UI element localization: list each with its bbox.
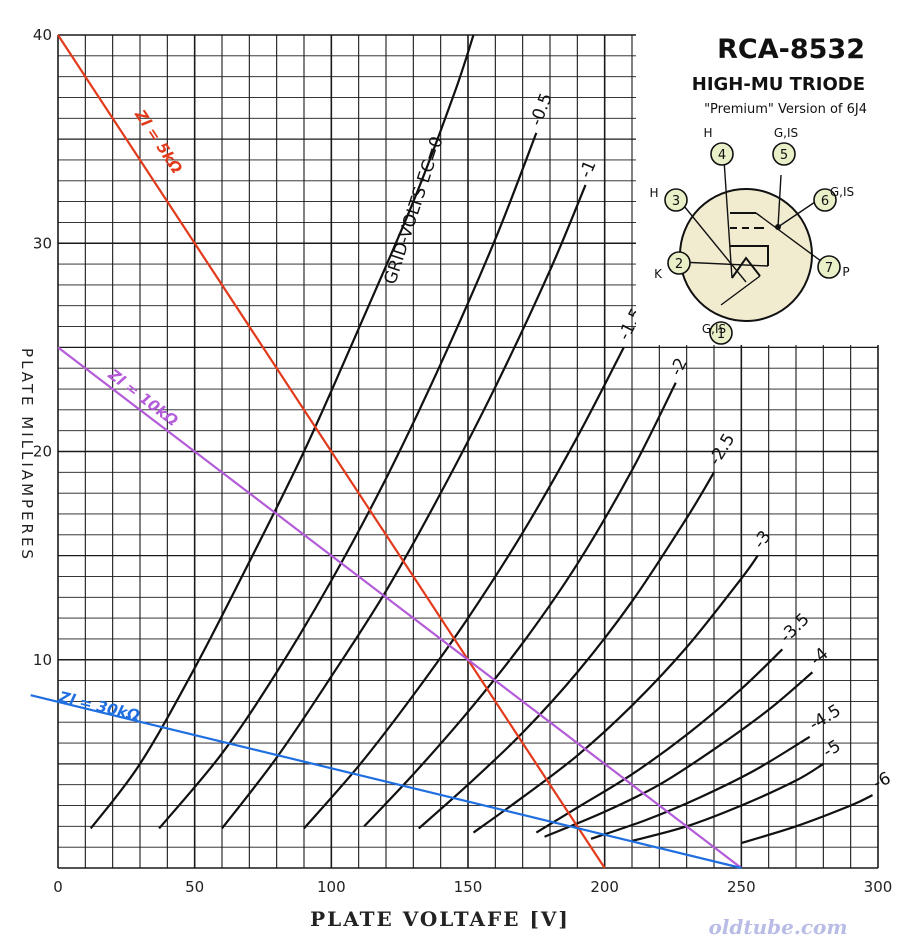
y-axis-label: PLATE MILLIAMPERES	[18, 348, 36, 562]
x-tick-label: 200	[590, 878, 619, 896]
x-axis-label: PLATE VOLTAFE [V]	[310, 907, 570, 931]
y-tick-label: 30	[33, 234, 52, 252]
curve-line	[631, 762, 824, 842]
pin-circle	[709, 321, 733, 345]
curve-line	[303, 346, 625, 830]
x-tick-label: 300	[864, 878, 893, 896]
curve-line	[741, 794, 874, 845]
pin-number: 2	[675, 257, 683, 272]
pin-function-label: K	[654, 267, 663, 281]
watermark: oldtube.com	[708, 915, 847, 939]
pin-number: 3	[672, 194, 680, 209]
pin-circle	[664, 188, 688, 212]
tube-name: RCA-8532	[717, 34, 865, 65]
pin-circle	[817, 255, 841, 279]
pin-circle	[667, 251, 691, 275]
load-line-label: Zl = 30kΩ	[56, 688, 142, 725]
curve-line	[363, 382, 677, 828]
x-tick-label: 250	[727, 878, 756, 896]
curve-label: -3.5	[776, 610, 814, 647]
pin-circle	[710, 142, 734, 166]
curve-line	[590, 735, 811, 840]
curve-line	[221, 184, 587, 830]
pin-function-label: H	[703, 126, 712, 140]
y-tick-label: 40	[33, 26, 52, 44]
curve-label: -4	[807, 644, 833, 670]
x-tick-label: 100	[317, 878, 346, 896]
tube-info-panel: RCA-8532 HIGH-MU TRIODE "Premium" Versio…	[636, 30, 879, 345]
curve-line	[544, 671, 814, 838]
curve-line	[472, 554, 759, 834]
pin-number: 1	[717, 327, 725, 342]
curve-line	[535, 648, 784, 834]
curve-label: -4.5	[806, 701, 845, 735]
pin-function-label: H	[649, 186, 658, 200]
pin-function-label: G,IS	[702, 322, 726, 336]
load-line	[57, 346, 742, 869]
load-line-label: Zl = 5kΩ	[131, 106, 186, 177]
pin-function-label: P	[842, 265, 849, 279]
x-tick-label: 0	[53, 878, 63, 896]
curve-line	[418, 471, 715, 830]
pin-circle	[772, 142, 796, 166]
curve-line	[158, 132, 538, 830]
pin-number: 5	[780, 148, 788, 163]
pin-number: 7	[825, 261, 833, 276]
load-line	[57, 34, 606, 869]
y-tick-label: 20	[33, 443, 52, 461]
pin-function-label: G,IS	[830, 185, 854, 199]
pin-number: 4	[718, 148, 726, 163]
x-tick-label: 150	[454, 878, 483, 896]
x-tick-label: 50	[185, 878, 204, 896]
axis-ticks: 0 50 100 150 200 250 300 10 20 30 40	[33, 26, 892, 896]
y-tick-label: 10	[33, 651, 52, 669]
curve-label: -3	[750, 527, 776, 552]
pin-number: 6	[821, 194, 829, 209]
load-line-label: Zl = 10kΩ	[104, 365, 182, 430]
tube-note: "Premium" Version of 6J4	[704, 102, 867, 117]
pin-function-label: G,IS	[774, 126, 798, 140]
curve-label: -2.5	[705, 430, 739, 469]
load-line	[30, 694, 742, 870]
curve-label: -6	[870, 768, 894, 793]
curve-label: -0.5	[526, 91, 557, 129]
curve-line	[89, 34, 475, 830]
tube-type: HIGH-MU TRIODE	[691, 74, 865, 95]
curve-label: -2	[666, 355, 691, 379]
curve-label: -1	[576, 158, 601, 181]
pin-circle	[813, 188, 837, 212]
